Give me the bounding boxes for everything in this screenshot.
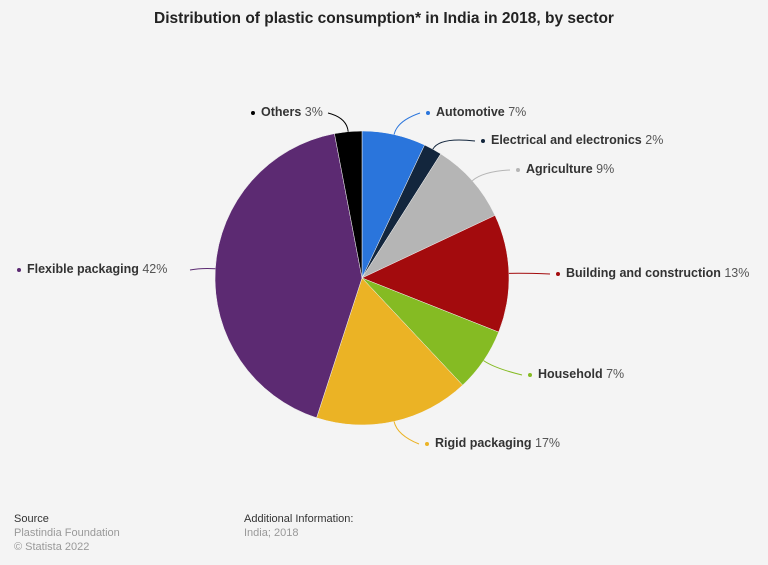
additional-info-block: Additional Information: India; 2018 [244, 512, 353, 540]
slice-label: Flexible packaging [27, 262, 139, 276]
data-label: Automotive 7% [426, 105, 526, 119]
connector-line [483, 360, 523, 376]
data-label: Building and construction 13% [556, 266, 749, 280]
slice-label: Rigid packaging [435, 436, 532, 450]
slice-label: Electrical and electronics [491, 133, 642, 147]
pie-slice-agriculture[interactable] [361, 153, 496, 279]
connector-line [393, 112, 421, 135]
legend-dot-icon [528, 372, 532, 377]
slice-value: 7% [504, 105, 527, 119]
connector-line [189, 268, 216, 271]
slice-label: Automotive [436, 105, 505, 119]
slice-label: Agriculture [526, 162, 593, 176]
legend-dot-icon [17, 267, 21, 272]
pie-slice-others[interactable] [334, 130, 363, 279]
data-label: Electrical and electronics 2% [481, 133, 663, 147]
connector-line [471, 169, 511, 182]
slice-label: Household [538, 367, 603, 381]
info-text: India; 2018 [244, 527, 299, 539]
legend-dot-icon [516, 167, 520, 172]
slice-value: 7% [602, 367, 625, 381]
connector-line [432, 139, 476, 150]
source-text[interactable]: Plastindia Foundation [14, 527, 120, 539]
slice-value: 9% [592, 162, 615, 176]
source-heading: Source [14, 513, 49, 525]
data-label: Rigid packaging 17% [425, 436, 560, 450]
info-heading: Additional Information: [244, 513, 354, 525]
pie-slice-rigid-packaging[interactable] [316, 277, 463, 426]
legend-dot-icon [481, 138, 485, 143]
slice-value: 3% [301, 105, 323, 119]
connector-line [327, 112, 349, 132]
connector-line [393, 421, 420, 445]
slice-value: 42% [138, 262, 168, 276]
legend-dot-icon [251, 110, 255, 115]
pie-slice-flexible-packaging[interactable] [214, 133, 363, 419]
legend-dot-icon [556, 271, 560, 276]
legend-dot-icon [425, 441, 429, 446]
data-label: Flexible packaging 42% [17, 262, 167, 276]
slice-value: 2% [641, 133, 664, 147]
data-label: Household 7% [528, 367, 624, 381]
copyright: © Statista 2022 [14, 541, 90, 553]
slice-label: Others [261, 105, 302, 119]
slice-label: Building and construction [566, 266, 721, 280]
legend-dot-icon [426, 110, 430, 115]
data-label: Others 3% [251, 105, 323, 119]
slice-value: 17% [531, 436, 561, 450]
chart-title: Distribution of plastic consumption* in … [154, 10, 614, 27]
connector-line [508, 272, 551, 275]
source-block: Source Plastindia Foundation © Statista … [14, 512, 120, 554]
data-label: Agriculture 9% [516, 162, 614, 176]
slice-value: 13% [720, 266, 750, 280]
